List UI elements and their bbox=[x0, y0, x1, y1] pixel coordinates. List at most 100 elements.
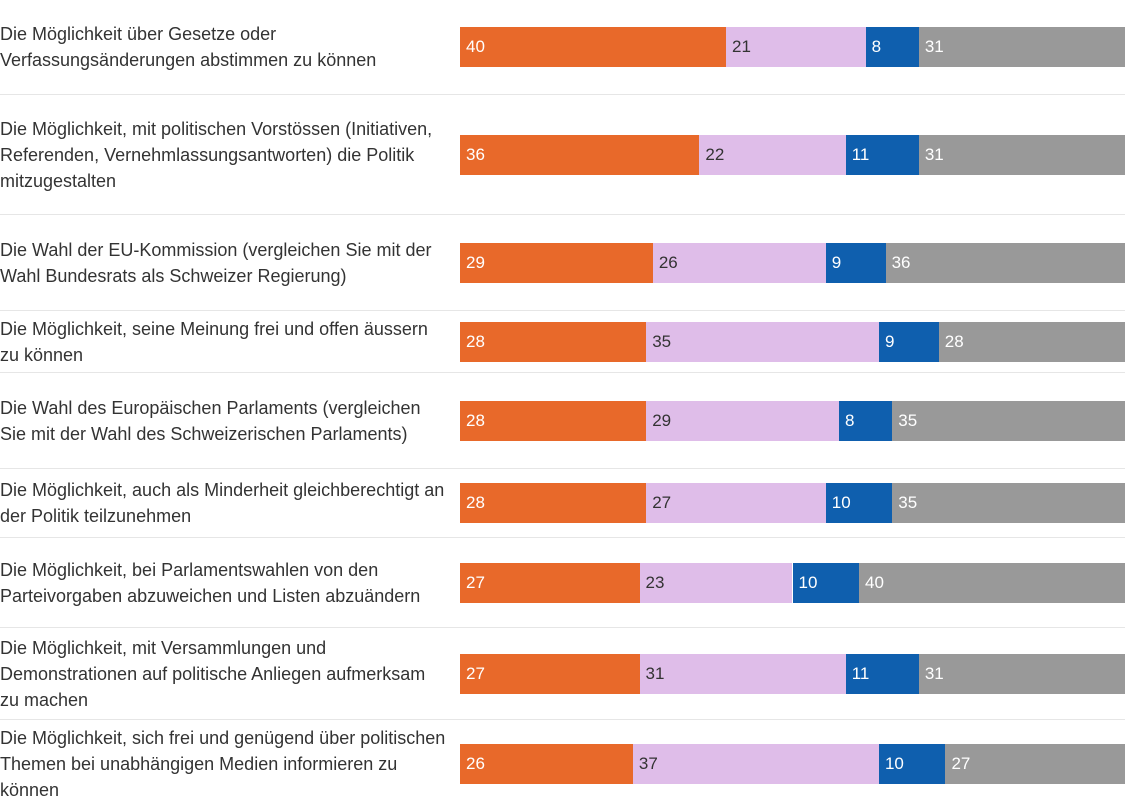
bar-segment: 8 bbox=[865, 27, 919, 67]
value-label: 10 bbox=[884, 753, 904, 773]
value-label: 31 bbox=[924, 37, 944, 56]
value-label: 36 bbox=[466, 144, 485, 164]
bar-segment: 23 bbox=[639, 562, 793, 603]
bar-segment: 36 bbox=[460, 134, 700, 175]
category-label: Die Möglichkeit über Gesetze oder Verfas… bbox=[0, 24, 377, 70]
bar-segment: 28 bbox=[460, 483, 647, 523]
bar-segment: 35 bbox=[892, 483, 1125, 523]
bar-segment: 21 bbox=[726, 27, 866, 67]
value-label: 10 bbox=[831, 493, 851, 512]
value-label: 40 bbox=[865, 572, 884, 592]
bar-segment: 37 bbox=[632, 743, 879, 784]
bar-segment: 27 bbox=[646, 483, 826, 523]
bar-segment: 35 bbox=[892, 400, 1125, 441]
value-label: 9 bbox=[884, 331, 895, 351]
bar-track: 28 27 10 35 bbox=[460, 483, 1125, 523]
value-label: 35 bbox=[898, 493, 918, 512]
value-label: 31 bbox=[924, 663, 944, 683]
value-label: 28 bbox=[944, 331, 964, 351]
bar-segment: 22 bbox=[699, 134, 846, 175]
bar-segment: 40 bbox=[859, 562, 1125, 603]
bar-track: 28 35 9 28 bbox=[460, 321, 1125, 362]
bar-segment: 28 bbox=[938, 321, 1125, 362]
bar-segment: 27 bbox=[945, 743, 1125, 784]
bar-segment: 31 bbox=[639, 653, 846, 694]
value-label: 29 bbox=[466, 252, 485, 272]
value-label: 22 bbox=[705, 144, 725, 164]
category-label: Die Möglichkeit, bei Parlamentswahlen vo… bbox=[0, 559, 421, 606]
value-label: 27 bbox=[951, 753, 971, 773]
row: Die Möglichkeit, auch als Minderheit gle… bbox=[0, 469, 1125, 538]
category-label: Die Möglichkeit, mit Versammlungen und D… bbox=[0, 637, 426, 710]
bar-segment: 9 bbox=[878, 321, 939, 362]
value-label: 11 bbox=[851, 144, 870, 164]
bar-track: 29 26 9 36 bbox=[460, 242, 1125, 283]
bar-segment: 28 bbox=[460, 400, 647, 441]
bar-track: 28 29 8 35 bbox=[460, 400, 1125, 441]
bar-segment: 40 bbox=[460, 27, 726, 67]
category-label: Die Möglichkeit, mit politischen Vorstös… bbox=[0, 118, 433, 191]
value-label: 28 bbox=[466, 493, 485, 512]
bar-track: 26 37 10 27 bbox=[460, 743, 1125, 784]
row: Die Wahl der EU-Kommission (vergleichen … bbox=[0, 215, 1125, 311]
bar-segment: 27 bbox=[460, 562, 640, 603]
bar-segment: 29 bbox=[646, 400, 840, 441]
row: Die Möglichkeit, seine Meinung frei und … bbox=[0, 311, 1125, 373]
row: Die Möglichkeit über Gesetze oder Verfas… bbox=[0, 0, 1125, 95]
row: Die Möglichkeit, sich frei und genügend … bbox=[0, 720, 1125, 807]
row: Die Wahl des Europäischen Parlaments (ve… bbox=[0, 373, 1125, 469]
bar-track: 27 31 11 31 bbox=[460, 653, 1125, 694]
bar-track: 40 21 8 31 bbox=[460, 27, 1125, 67]
value-label: 27 bbox=[466, 572, 485, 592]
bar-segment: 35 bbox=[646, 321, 879, 362]
value-label: 29 bbox=[652, 410, 672, 430]
category-label: Die Möglichkeit, sich frei und genügend … bbox=[0, 727, 446, 800]
value-label: 10 bbox=[798, 572, 818, 592]
value-label: 31 bbox=[645, 663, 665, 683]
bar-segment: 10 bbox=[878, 743, 946, 784]
row: Die Möglichkeit, bei Parlamentswahlen vo… bbox=[0, 538, 1125, 628]
value-label: 31 bbox=[924, 144, 944, 164]
value-label: 35 bbox=[898, 410, 918, 430]
bar-segment: 9 bbox=[825, 242, 886, 283]
bar-track: 36 22 11 31 bbox=[460, 134, 1125, 175]
bar-track: 27 23 10 40 bbox=[460, 562, 1125, 603]
bar-segment: 10 bbox=[792, 562, 859, 603]
value-label: 36 bbox=[891, 252, 911, 272]
value-label: 27 bbox=[652, 493, 672, 512]
bar-segment: 26 bbox=[460, 743, 633, 784]
bar-segment: 8 bbox=[839, 400, 893, 441]
row: Die Möglichkeit, mit Versammlungen und D… bbox=[0, 628, 1125, 720]
value-label: 35 bbox=[652, 331, 672, 351]
bar-segment: 10 bbox=[825, 483, 893, 523]
category-label: Die Möglichkeit, seine Meinung frei und … bbox=[0, 318, 428, 365]
value-label: 26 bbox=[658, 252, 678, 272]
value-label: 27 bbox=[466, 663, 485, 683]
bar-segment: 27 bbox=[460, 653, 640, 694]
value-label: 37 bbox=[638, 753, 658, 773]
value-label: 28 bbox=[466, 410, 485, 430]
bar-segment: 28 bbox=[460, 321, 647, 362]
value-label: 23 bbox=[645, 572, 665, 592]
bar-segment: 36 bbox=[885, 242, 1125, 283]
bar-segment: 26 bbox=[652, 242, 826, 283]
row: Die Möglichkeit, mit politischen Vorstös… bbox=[0, 95, 1125, 215]
value-label: 8 bbox=[871, 37, 882, 56]
bar-segment: 29 bbox=[460, 242, 653, 283]
value-label: 11 bbox=[851, 663, 870, 683]
bar-segment: 11 bbox=[845, 134, 919, 175]
bar-segment: 31 bbox=[918, 653, 1125, 694]
category-label: Die Möglichkeit, auch als Minderheit gle… bbox=[0, 480, 445, 526]
category-label: Die Wahl der EU-Kommission (vergleichen … bbox=[0, 239, 432, 286]
value-label: 26 bbox=[466, 753, 485, 773]
value-label: 21 bbox=[732, 37, 751, 56]
value-label: 40 bbox=[466, 37, 485, 56]
bar-segment: 11 bbox=[845, 653, 919, 694]
bar-segment: 31 bbox=[918, 134, 1125, 175]
value-label: 28 bbox=[466, 331, 485, 351]
category-label: Die Wahl des Europäischen Parlaments (ve… bbox=[0, 397, 421, 444]
value-label: 9 bbox=[831, 252, 842, 272]
bar-segment: 31 bbox=[918, 27, 1125, 67]
value-label: 8 bbox=[845, 410, 855, 430]
